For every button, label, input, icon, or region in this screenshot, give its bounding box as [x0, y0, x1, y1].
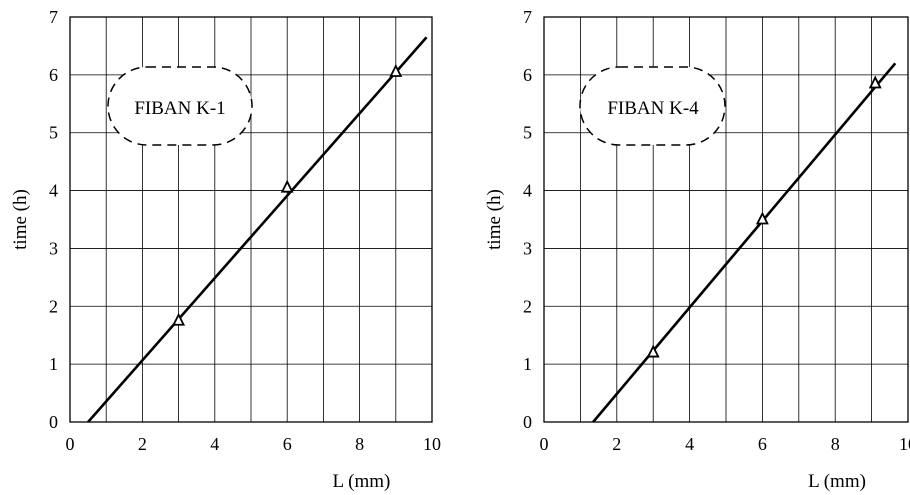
y-tick-label: 4: [49, 181, 58, 201]
chart-panel-fiban-k1: 0 2 4 6 8 10 0 1 2 3 4 5 6 7 L (mm) time (h) FIBAN K-1: [10, 7, 441, 492]
y-tick-label: 4: [523, 181, 532, 201]
x-axis-label: L (mm): [808, 471, 866, 492]
y-tick-label: 5: [523, 123, 532, 143]
y-tick-label: 0: [523, 412, 532, 432]
y-tick-label: 1: [49, 354, 58, 374]
data-point-triangle: [868, 75, 882, 89]
data-point-triangle: [280, 179, 294, 193]
y-tick-label: 0: [49, 412, 58, 432]
x-tick-label: 6: [758, 434, 767, 454]
fit-line: [592, 62, 897, 423]
y-tick-label: 3: [523, 238, 532, 258]
y-tick-label: 2: [49, 296, 58, 316]
x-tick-label: 4: [685, 434, 694, 454]
plot-frame: [543, 16, 909, 423]
data-point-triangle: [389, 63, 403, 77]
y-tick-label: 6: [523, 65, 532, 85]
plot-frame: [69, 16, 433, 423]
y-tick-label: 7: [523, 7, 532, 27]
y-tick-label: 7: [49, 7, 58, 27]
y-axis-label: time (h): [484, 189, 505, 250]
series-label-box: [107, 66, 253, 146]
x-tick-label: 10: [899, 434, 910, 454]
y-axis-label: time (h): [10, 189, 31, 250]
y-tick-label: 1: [523, 354, 532, 374]
y-tick-label: 5: [49, 123, 58, 143]
x-tick-label: 2: [612, 434, 621, 454]
series-label-box: [579, 66, 726, 146]
x-tick-label: 2: [138, 434, 147, 454]
x-tick-label: 8: [831, 434, 840, 454]
series-label: FIBAN K-4: [607, 98, 699, 119]
y-tick-label: 3: [49, 238, 58, 258]
y-tick-label: 6: [49, 65, 58, 85]
data-point-triangle: [755, 211, 769, 225]
x-axis-label: L (mm): [332, 471, 390, 492]
fit-line: [87, 36, 428, 423]
x-tick-label: 4: [210, 434, 219, 454]
series-label: FIBAN K-1: [134, 98, 225, 119]
y-tick-label: 2: [523, 296, 532, 316]
x-tick-label: 0: [540, 434, 549, 454]
x-tick-label: 10: [423, 434, 441, 454]
x-tick-label: 8: [355, 434, 364, 454]
chart-panel-fiban-k4: 0 2 4 6 8 10 0 1 2 3 4 5 6 7 L (mm) time (h) FIBAN K-4: [484, 7, 910, 492]
x-tick-label: 6: [283, 434, 292, 454]
data-point-triangle: [646, 344, 660, 358]
x-tick-label: 0: [66, 434, 75, 454]
data-point-triangle: [172, 312, 186, 326]
